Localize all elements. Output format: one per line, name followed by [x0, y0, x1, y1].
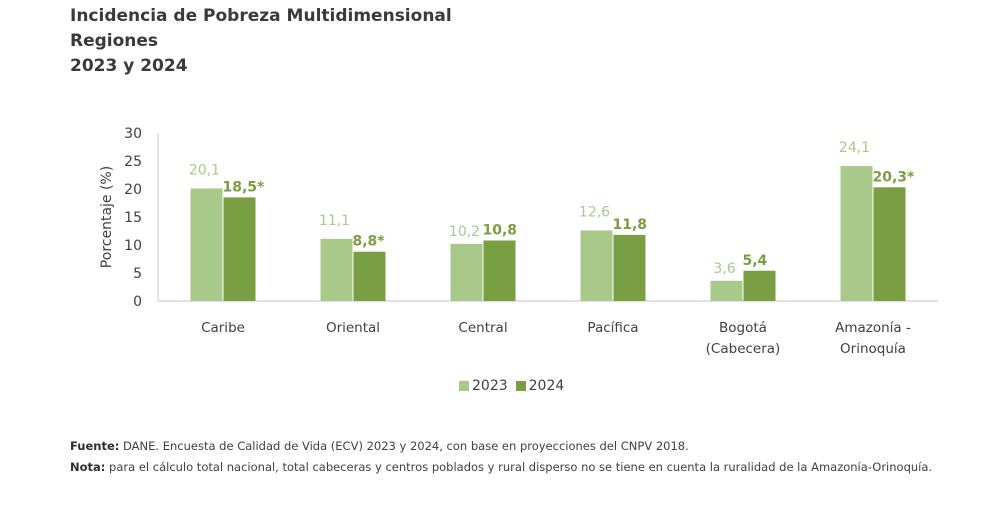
chart-title-line1: Incidencia de Pobreza Multidimensional: [70, 6, 452, 26]
x-tick-label: Oriental: [326, 320, 380, 336]
y-tick-label: 10: [124, 238, 142, 254]
data-label-2024: 8,8*: [353, 234, 386, 250]
bar-2024: [613, 234, 646, 301]
y-tick-label: 15: [124, 210, 142, 226]
y-axis-label: Porcentaje (%): [99, 166, 115, 268]
legend-item-2023: 2023: [459, 378, 508, 394]
data-label-2023: 11,1: [319, 213, 350, 229]
footnotes: Fuente: DANE. Encuesta de Calidad de Vid…: [70, 436, 970, 478]
x-tick-label: Bogotá: [719, 320, 767, 336]
legend-swatch-2023: [459, 381, 469, 391]
x-axis-labels: Caribe Oriental Central Pacífica Bogotá (Cabe…: [201, 320, 911, 357]
chart-title: Incidencia de Pobreza Multidimensional R…: [70, 4, 452, 79]
source-text: DANE. Encuesta de Calidad de Vida (ECV) …: [119, 439, 689, 453]
bar-2024: [223, 197, 256, 301]
x-tick-label: (Cabecera): [706, 341, 781, 357]
data-label-2024: 11,8: [613, 217, 648, 233]
legend-label-2023: 2023: [472, 378, 508, 394]
source-label: Fuente:: [70, 439, 120, 453]
data-label-2024: 18,5*: [223, 179, 266, 195]
chart-title-line2: Regiones: [70, 31, 159, 51]
legend-label-2024: 2024: [528, 378, 565, 394]
data-label-2024: 20,3*: [873, 169, 916, 185]
legend-item-2024: 2024: [515, 378, 565, 394]
x-tick-label: Orinoquía: [840, 341, 906, 357]
bar-2023: [580, 230, 613, 301]
bar-2023: [840, 166, 873, 301]
data-label-2023: 20,1: [189, 162, 220, 178]
data-label-2024: 10,8: [483, 223, 518, 239]
y-tick-label: 20: [124, 182, 142, 198]
x-tick-label: Central: [458, 320, 507, 336]
data-label-2023: 24,1: [839, 140, 870, 156]
bar-2023: [320, 238, 353, 301]
note-text: para el cálculo total nacional, total ca…: [105, 460, 933, 474]
y-tick-label: 0: [133, 294, 142, 310]
bar-2023: [710, 280, 743, 301]
bar-2024: [743, 270, 776, 301]
data-label-2024: 5,4: [743, 253, 768, 269]
legend: 2023 2024: [459, 378, 572, 394]
methodology-note: Nota: para el cálculo total nacional, to…: [70, 457, 970, 478]
x-tick-label: Amazonía -: [835, 320, 911, 336]
bars: [190, 166, 906, 301]
chart-title-line3: 2023 y 2024: [70, 56, 188, 76]
bar-2024: [353, 251, 386, 301]
legend-swatch-2024: [515, 381, 526, 391]
bar-2023: [190, 188, 223, 301]
y-axis: 0 5 10 15 20 25 30: [124, 126, 938, 310]
y-tick-label: 30: [124, 126, 142, 142]
y-tick-label: 5: [133, 266, 142, 282]
x-tick-label: Pacífica: [587, 320, 638, 336]
data-label-2023: 12,6: [579, 204, 610, 220]
y-tick-label: 25: [124, 154, 142, 170]
note-label: Nota:: [70, 460, 106, 474]
bar-2023: [450, 243, 483, 301]
data-label-2023: 3,6: [713, 261, 735, 277]
x-tick-label: Caribe: [201, 320, 245, 336]
data-labels: 20,118,5* 11,18,8* 10,2 10,8 12,611,8 3,6 5,4 2…: [189, 140, 915, 277]
data-label-2023: 10,2: [449, 224, 480, 240]
source-note: Fuente: DANE. Encuesta de Calidad de Vid…: [70, 436, 970, 457]
bar-2024: [483, 240, 516, 301]
bar-2024: [873, 187, 906, 301]
